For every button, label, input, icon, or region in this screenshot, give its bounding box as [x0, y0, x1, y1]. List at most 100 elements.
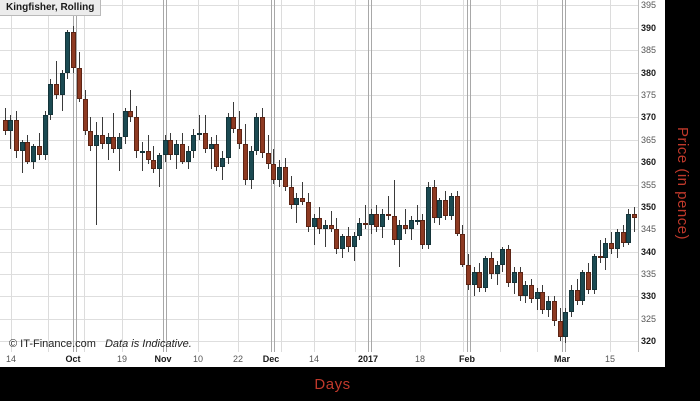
candle-body-down[interactable]	[420, 220, 425, 245]
candle-body-up[interactable]	[157, 155, 162, 169]
candle-body-down[interactable]	[386, 213, 391, 216]
candle-body-down[interactable]	[477, 271, 482, 288]
candle-body-down[interactable]	[77, 68, 82, 100]
candle-body-down[interactable]	[25, 141, 30, 163]
candle-body-up[interactable]	[397, 224, 402, 241]
candle-body-down[interactable]	[83, 99, 88, 131]
candle-body-down[interactable]	[271, 164, 276, 181]
candle-body-up[interactable]	[209, 144, 214, 149]
candle-body-up[interactable]	[603, 242, 608, 259]
candle-body-down[interactable]	[329, 224, 334, 230]
candle-body-up[interactable]	[369, 213, 374, 225]
candle-body-down[interactable]	[374, 213, 379, 228]
candle-body-up[interactable]	[449, 195, 454, 216]
candle-body-down[interactable]	[88, 130, 93, 147]
candle-body-down[interactable]	[54, 83, 59, 95]
candle-body-up[interactable]	[31, 146, 36, 163]
candle-body-down[interactable]	[214, 144, 219, 167]
candle-body-down[interactable]	[346, 236, 351, 248]
candle-body-down[interactable]	[168, 139, 173, 156]
candle-body-down[interactable]	[231, 117, 236, 129]
candle-body-down[interactable]	[586, 271, 591, 290]
candle-body-down[interactable]	[489, 258, 494, 275]
candle-body-down[interactable]	[518, 271, 523, 297]
candle-body-down[interactable]	[306, 202, 311, 228]
candle-body-down[interactable]	[300, 197, 305, 203]
candle-body-up[interactable]	[117, 137, 122, 149]
candle-body-down[interactable]	[363, 222, 368, 225]
candle-body-down[interactable]	[598, 256, 603, 259]
candle-body-down[interactable]	[334, 229, 339, 250]
candle-body-up[interactable]	[197, 133, 202, 136]
candle-body-up[interactable]	[409, 220, 414, 230]
candle-body-up[interactable]	[106, 137, 111, 145]
candle-body-up[interactable]	[340, 236, 345, 250]
candle-body-down[interactable]	[466, 265, 471, 286]
candle-body-up[interactable]	[323, 224, 328, 230]
candle-body-up[interactable]	[174, 144, 179, 156]
candle-body-down[interactable]	[432, 186, 437, 219]
candle-body-down[interactable]	[621, 231, 626, 243]
candle-body-down[interactable]	[289, 186, 294, 205]
candle-body-up[interactable]	[249, 150, 254, 181]
candle-body-up[interactable]	[94, 135, 99, 147]
chart-title-chip[interactable]: Kingfisher, Rolling	[0, 0, 102, 16]
candle-body-down[interactable]	[317, 218, 322, 230]
candle-body-down[interactable]	[100, 135, 105, 145]
candle-body-up[interactable]	[495, 265, 500, 275]
candle-body-down[interactable]	[552, 300, 557, 322]
candle-body-up[interactable]	[220, 157, 225, 167]
candle-body-up[interactable]	[140, 150, 145, 153]
candle-body-up[interactable]	[426, 186, 431, 245]
candle-body-down[interactable]	[237, 128, 242, 145]
candle-body-down[interactable]	[37, 146, 42, 156]
candle-body-up[interactable]	[294, 197, 299, 205]
candle-body-up[interactable]	[254, 117, 259, 151]
candle-body-down[interactable]	[575, 289, 580, 301]
candle-body-down[interactable]	[609, 242, 614, 250]
candle-body-down[interactable]	[128, 110, 133, 118]
candle-body-down[interactable]	[506, 249, 511, 284]
candle-body-down[interactable]	[151, 159, 156, 169]
candle-body-down[interactable]	[180, 144, 185, 163]
candle-body-up[interactable]	[163, 139, 168, 156]
candle-body-up[interactable]	[512, 271, 517, 284]
candle-body-down[interactable]	[146, 150, 151, 160]
candle-body-up[interactable]	[123, 110, 128, 138]
candle-body-up[interactable]	[592, 256, 597, 290]
candle-body-down[interactable]	[558, 321, 563, 337]
candle-body-up[interactable]	[615, 231, 620, 250]
candle-body-down[interactable]	[134, 117, 139, 151]
candle-body-up[interactable]	[352, 236, 357, 248]
candle-body-up[interactable]	[277, 166, 282, 181]
candle-body-up[interactable]	[546, 300, 551, 310]
candle-body-down[interactable]	[443, 200, 448, 216]
candle-body-down[interactable]	[260, 117, 265, 154]
candle-body-up[interactable]	[60, 72, 65, 95]
candle-body-up[interactable]	[535, 291, 540, 299]
candle-body-up[interactable]	[380, 213, 385, 228]
candle-body-up[interactable]	[226, 117, 231, 158]
candle-body-up[interactable]	[415, 220, 420, 223]
candle-body-down[interactable]	[111, 137, 116, 149]
plot-area[interactable]	[0, 0, 639, 352]
candle-body-down[interactable]	[71, 32, 76, 69]
candle-body-down[interactable]	[632, 213, 637, 219]
candle-body-up[interactable]	[186, 150, 191, 163]
candle-body-down[interactable]	[455, 195, 460, 234]
candle-body-down[interactable]	[540, 291, 545, 310]
candle-body-up[interactable]	[626, 213, 631, 243]
candle-body-down[interactable]	[14, 119, 19, 151]
candle-body-up[interactable]	[8, 119, 13, 131]
candle-body-down[interactable]	[403, 224, 408, 230]
candle-body-up[interactable]	[500, 249, 505, 266]
candle-body-up[interactable]	[20, 141, 25, 151]
candle-body-down[interactable]	[3, 119, 8, 131]
candle-body-up[interactable]	[43, 115, 48, 156]
candle-body-up[interactable]	[357, 222, 362, 236]
candle-body-up[interactable]	[569, 289, 574, 313]
candle-body-up[interactable]	[580, 271, 585, 301]
candle-body-down[interactable]	[529, 285, 534, 299]
candle-body-up[interactable]	[437, 200, 442, 219]
candle-body-down[interactable]	[392, 215, 397, 241]
